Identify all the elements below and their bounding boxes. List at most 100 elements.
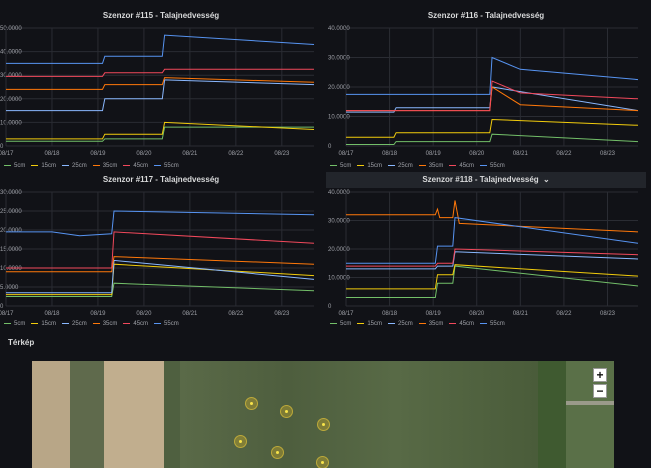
legend-item[interactable]: 15cm — [31, 321, 56, 327]
legend-item[interactable]: 55cm — [480, 321, 505, 327]
series-line-35cm — [6, 77, 315, 90]
legend-label: 45cm — [133, 163, 149, 169]
legend-item[interactable]: 15cm — [357, 321, 382, 327]
legend-label: 15cm — [41, 163, 57, 169]
legend-item[interactable]: 15cm — [31, 163, 56, 169]
sensor-marker[interactable] — [270, 445, 284, 459]
series-line-35cm — [6, 256, 315, 273]
map-field-stripe — [70, 361, 104, 468]
map-field-stripe — [32, 361, 70, 468]
legend-item[interactable]: 55cm — [154, 163, 179, 169]
legend-item[interactable]: 35cm — [92, 321, 118, 327]
y-tick-label: 20.0000 — [0, 97, 22, 103]
y-tick-label: 20.0000 — [0, 228, 22, 234]
x-tick-label: 08/21 — [182, 151, 198, 157]
x-tick-label: 08/19 — [90, 151, 106, 157]
sensor-marker[interactable] — [233, 434, 247, 448]
y-tick-label: 30.0000 — [328, 56, 350, 62]
legend-item[interactable]: 5cm — [330, 321, 351, 327]
series-line-5cm — [6, 282, 315, 297]
panel-title-text: Szenzor #118 - Talajnedvesség — [422, 175, 539, 184]
series-line-15cm — [346, 264, 639, 290]
legend-item[interactable]: 5cm — [4, 163, 25, 169]
legend-label: 45cm — [459, 321, 475, 327]
zoom-out-button[interactable]: − — [593, 384, 607, 398]
legend-item[interactable]: 35cm — [418, 321, 443, 327]
series-line-5cm — [346, 133, 639, 145]
x-tick-label: 08/17 — [0, 311, 14, 317]
map-view[interactable] — [32, 361, 614, 468]
series-line-25cm — [6, 259, 315, 294]
map-field-stripe — [104, 361, 164, 468]
legend-swatch — [449, 164, 457, 167]
x-tick-label: 08/20 — [469, 151, 485, 157]
chart-legend: 5cm 15cm 25cm 35cm 45cm 55cm — [330, 321, 511, 327]
legend-item[interactable]: 35cm — [418, 163, 444, 169]
legend-swatch — [330, 322, 337, 325]
legend-label: 5cm — [340, 163, 352, 169]
x-tick-label: 08/23 — [600, 151, 616, 157]
y-tick-label: 10.0000 — [0, 266, 22, 272]
legend-item[interactable]: 5cm — [4, 321, 25, 327]
chevron-down-icon[interactable]: ⌄ — [542, 175, 550, 184]
chart-legend: 5cm 15cm 25cm 35cm 45cm 55cm — [4, 321, 185, 327]
legend-label: 55cm — [490, 163, 505, 169]
legend-item[interactable]: 25cm — [62, 321, 87, 327]
panel-title[interactable]: Szenzor #118 - Talajnedvesség ⌄ — [326, 172, 646, 188]
panel-title[interactable]: Szenzor #116 - Talajnedvesség — [427, 11, 545, 20]
panel-sensor-118: Szenzor #118 - Talajnedvesség ⌄ 0 10.0000… — [326, 172, 646, 336]
x-tick-label: 08/18 — [44, 151, 60, 157]
chart-legend: 5cm 15cm 25cm 35cm 45cm 55cm — [4, 163, 185, 169]
x-tick-label: 08/21 — [513, 311, 529, 317]
y-tick-label: 30.0000 — [0, 190, 22, 196]
y-tick-label: 50.0000 — [0, 26, 22, 32]
sensor-marker[interactable] — [244, 396, 258, 410]
legend-label: 35cm — [428, 163, 444, 169]
legend-item[interactable]: 45cm — [123, 163, 148, 169]
series-line-55cm — [346, 217, 639, 264]
x-tick-label: 08/17 — [338, 151, 354, 157]
legend-item[interactable]: 55cm — [154, 321, 179, 327]
series-line-35cm — [346, 200, 639, 233]
legend-label: 35cm — [102, 321, 118, 327]
sensor-marker[interactable] — [315, 455, 329, 468]
line-chart: 0 10.0000 20.0000 30.0000 40.0000 08/17 08/18 0… — [328, 190, 639, 317]
series-line-55cm — [6, 34, 315, 64]
legend-item[interactable]: 25cm — [388, 321, 413, 327]
y-tick-label: 40.0000 — [328, 26, 350, 32]
legend-item[interactable]: 45cm — [123, 321, 148, 327]
x-tick-label: 08/22 — [228, 151, 244, 157]
legend-item[interactable]: 45cm — [449, 321, 474, 327]
x-tick-label: 08/18 — [382, 151, 398, 157]
y-tick-label: 25.0000 — [0, 209, 22, 215]
panel-title[interactable]: Szenzor #117 - Talajnedvesség — [102, 175, 220, 184]
series-line-45cm — [6, 68, 314, 77]
legend-item[interactable]: 45cm — [449, 163, 474, 169]
y-tick-label: 10.0000 — [328, 115, 350, 121]
legend-item[interactable]: 55cm — [480, 163, 505, 169]
sensor-marker[interactable] — [316, 417, 330, 431]
line-chart: 0 10.0000 20.0000 30.0000 40.0000 08/17 08/18 0… — [328, 26, 639, 157]
zoom-in-button[interactable]: + — [593, 368, 607, 382]
series-line-15cm — [6, 121, 315, 140]
panel-title[interactable]: Szenzor #115 - Talajnedvesség — [102, 11, 220, 20]
map-field-stripe — [538, 361, 566, 468]
panel-sensor-115: Szenzor #115 - Talajnedvesség 0 10.0000 20… — [0, 8, 322, 180]
series-line-15cm — [346, 118, 639, 138]
legend-label: 15cm — [41, 321, 57, 327]
series-line-55cm — [346, 56, 639, 95]
legend-swatch — [4, 322, 11, 325]
legend-item[interactable]: 15cm — [357, 163, 382, 169]
legend-item[interactable]: 35cm — [92, 163, 117, 169]
series-line-45cm — [346, 248, 639, 267]
legend-label: 45cm — [133, 321, 149, 327]
legend-label: 55cm — [164, 163, 179, 169]
legend-item[interactable]: 25cm — [388, 163, 413, 169]
legend-label: 25cm — [398, 321, 413, 327]
legend-item[interactable]: 25cm — [62, 163, 87, 169]
series-line-5cm — [346, 265, 639, 298]
legend-item[interactable]: 5cm — [330, 163, 351, 169]
sensor-marker[interactable] — [279, 404, 293, 418]
x-tick-label: 08/23 — [274, 311, 290, 317]
legend-swatch — [388, 164, 396, 167]
